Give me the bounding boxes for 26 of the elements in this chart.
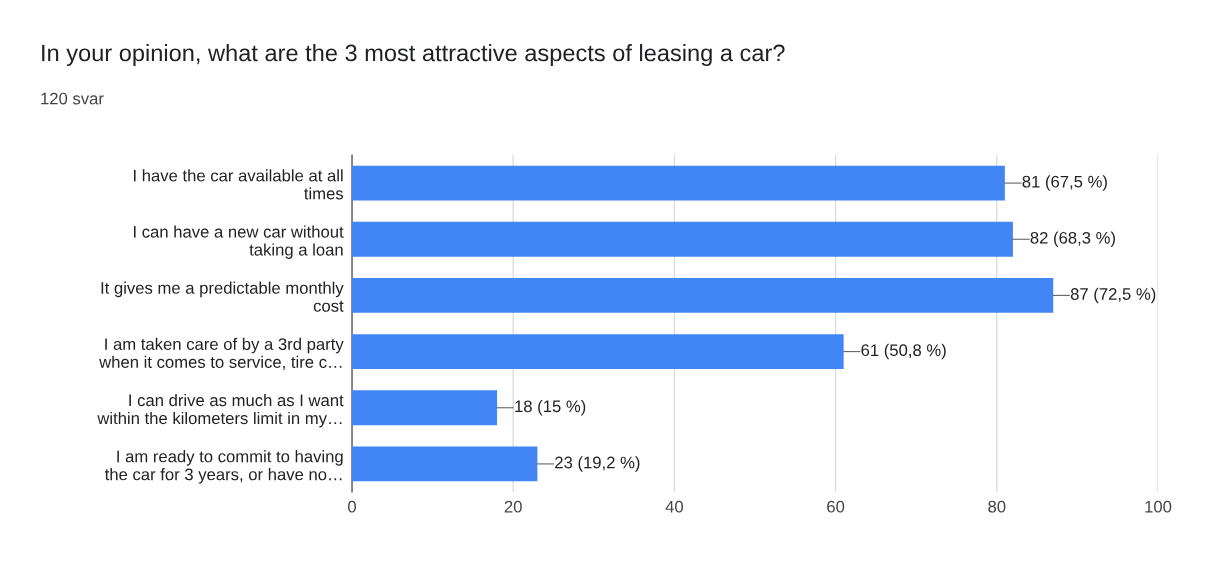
x-tick-label: 100: [1145, 500, 1172, 513]
data-label: 87 (72,5 %): [1070, 287, 1156, 304]
data-label: 18 (15 %): [515, 399, 586, 416]
y-tick-label: It gives me a predictable monthly cost: [101, 281, 344, 312]
y-tick-label: I can drive as much as I want within the kilometers limit in my…: [97, 393, 344, 428]
y-tick-label: I can have a new car without taking a loan: [133, 225, 344, 259]
bar: [352, 221, 1013, 257]
y-tick-label: I am taken care of by a 3rd party when it comes to service, tire c…: [99, 337, 344, 370]
data-label: 82 (68,3 %): [1030, 231, 1115, 248]
data-label: 81 (67,5 %): [1022, 175, 1107, 191]
x-tick-label: 60: [827, 500, 845, 513]
chart-title: In your opinion, what are the 3 most attractive aspects of leasing a car?: [42, 44, 785, 66]
bar: [352, 278, 1054, 313]
data-label: 23 (19,2 %): [555, 456, 640, 472]
bar: [352, 446, 538, 482]
bar: [352, 334, 844, 369]
y-tick-label: I am ready to commit to having the car for 3 years, or have no…: [104, 450, 343, 484]
y-tick-label: I have the car available at all times: [133, 169, 344, 200]
bar: [352, 165, 1005, 201]
x-tick-label: 0: [348, 500, 356, 513]
bar: [352, 390, 498, 426]
data-label: 61 (50,8 %): [861, 343, 946, 360]
x-tick-label: 40: [665, 500, 684, 513]
x-tick-label: 80: [988, 500, 1006, 513]
text: 120 svar: [41, 92, 104, 105]
x-tick-label: 20: [504, 500, 522, 513]
